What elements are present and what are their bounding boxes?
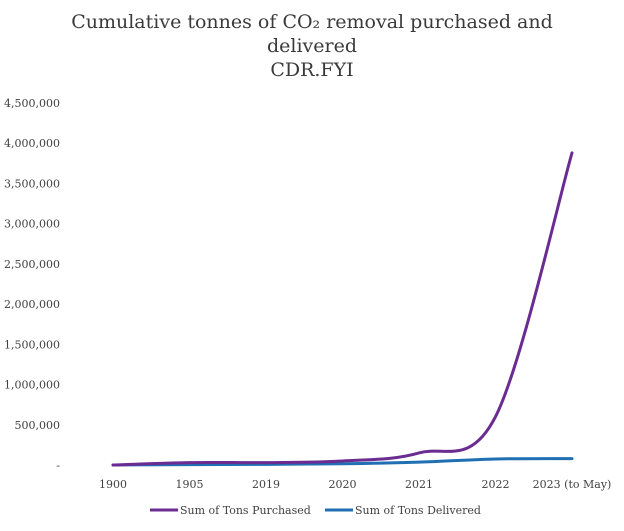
y-axis: - 500,000 1,000,000 1,500,000 2,000,000 2,500… bbox=[4, 97, 60, 472]
y-tick-label: 500,000 bbox=[15, 419, 61, 432]
x-tick-label: 2022 bbox=[482, 478, 510, 491]
y-tick-label: 3,500,000 bbox=[4, 177, 60, 190]
legend: Sum of Tons Purchased Sum of Tons Deliver… bbox=[150, 504, 481, 517]
legend-label: Sum of Tons Delivered bbox=[355, 504, 481, 517]
y-tick-label: 4,500,000 bbox=[4, 97, 60, 110]
series-line-sum-of-tons-delivered bbox=[111, 457, 574, 467]
y-tick-label: 1,000,000 bbox=[4, 379, 60, 392]
chart-title-line-1: Cumulative tonnes of CO₂ removal purchas… bbox=[71, 11, 553, 33]
x-tick-label: 2023 (to May) bbox=[533, 478, 612, 491]
y-tick-label: 2,500,000 bbox=[4, 258, 60, 271]
x-tick-label: 2019 bbox=[252, 478, 280, 491]
y-tick-label: 2,000,000 bbox=[4, 298, 60, 311]
x-tick-label: 1900 bbox=[99, 478, 127, 491]
x-tick-label: 2021 bbox=[405, 478, 433, 491]
chart-title-line-2: delivered bbox=[266, 35, 358, 57]
legend-label: Sum of Tons Purchased bbox=[180, 504, 311, 517]
y-tick-label: - bbox=[56, 459, 60, 472]
series-line-sum-of-tons-purchased bbox=[111, 151, 574, 467]
x-tick-label: 1905 bbox=[176, 478, 204, 491]
y-tick-label: 1,500,000 bbox=[4, 338, 60, 351]
x-tick-label: 2020 bbox=[329, 478, 357, 491]
y-tick-label: 4,000,000 bbox=[4, 137, 60, 150]
x-axis: 1900 1905 2019 2020 2021 2022 2023 (to May) bbox=[99, 478, 611, 491]
y-tick-label: 3,000,000 bbox=[4, 218, 60, 231]
chart-title-line-3: CDR.FYI bbox=[270, 59, 354, 81]
series-group bbox=[111, 151, 574, 467]
